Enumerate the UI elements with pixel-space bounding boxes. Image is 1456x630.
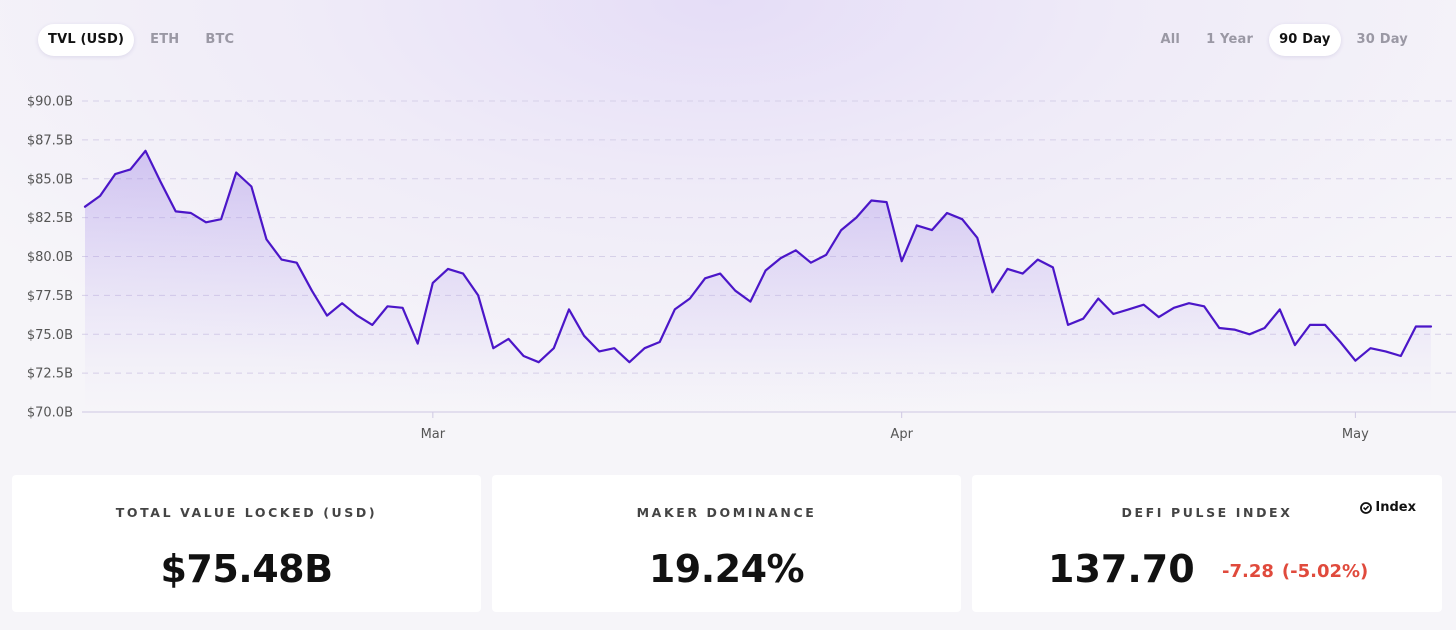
y-tick-label: $90.0B [27, 95, 73, 110]
dominance-card-title: MAKER DOMINANCE [636, 505, 817, 520]
index-brand-link[interactable]: Index [1360, 500, 1416, 515]
x-tick-label: May [1342, 427, 1369, 442]
y-tick-label: $77.5B [27, 289, 73, 304]
index-change-value: -7.28 [1222, 561, 1274, 582]
tab-btc[interactable]: BTC [205, 32, 235, 47]
tvl-card: TOTAL VALUE LOCKED (USD) $75.48B [12, 475, 481, 612]
x-tick-label: Apr [890, 427, 913, 442]
index-brand-label: Index [1375, 500, 1416, 515]
range-tabs: All 1 Year 90 Day 30 Day [1150, 24, 1418, 56]
y-tick-label: $85.0B [27, 172, 73, 187]
index-card: DEFI PULSE INDEX Index 137.70 -7.28 (-5.0… [972, 475, 1442, 612]
y-tick-label: $82.5B [27, 211, 73, 226]
tab-30-day[interactable]: 30 Day [1356, 32, 1408, 47]
series-line [83, 149, 1433, 364]
tvl-card-title: TOTAL VALUE LOCKED (USD) [115, 505, 378, 520]
index-change-percent: (-5.02%) [1281, 561, 1369, 582]
metric-tabs: TVL (USD) ETH BTC [38, 24, 244, 56]
index-card-change: -7.28 (-5.02%) [1222, 561, 1368, 582]
y-tick-label: $70.0B [27, 406, 73, 421]
y-tick-label: $75.0B [27, 328, 73, 343]
x-tick-label: Mar [421, 427, 446, 442]
y-tick-label: $80.0B [27, 250, 73, 265]
tab-all[interactable]: All [1160, 32, 1181, 47]
tab-1-year[interactable]: 1 Year [1206, 32, 1254, 47]
dominance-card-value: 19.24% [648, 547, 805, 591]
tvl-card-value: $75.48B [160, 547, 333, 591]
tab-eth[interactable]: ETH [150, 32, 180, 47]
tvl-chart[interactable]: $90.0B $87.5B $85.0B $82.5B $80.0B $77.5B $75.… [0, 70, 1456, 460]
y-axis: $90.0B $87.5B $85.0B $82.5B $80.0B $77.5B $75.… [27, 95, 73, 421]
y-tick-label: $72.5B [27, 367, 73, 382]
index-card-title: DEFI PULSE INDEX [1121, 505, 1293, 520]
index-logo-icon [1360, 501, 1373, 514]
x-axis: Mar Apr May [421, 412, 1369, 442]
series-area [85, 150, 1431, 413]
index-card-value: 137.70 [1048, 547, 1195, 591]
tab-tvl-usd[interactable]: TVL (USD) [38, 24, 135, 56]
tab-90-day[interactable]: 90 Day [1269, 24, 1341, 56]
y-tick-label: $87.5B [27, 133, 73, 148]
series-layer [83, 149, 1433, 413]
dominance-card: MAKER DOMINANCE 19.24% [492, 475, 961, 612]
